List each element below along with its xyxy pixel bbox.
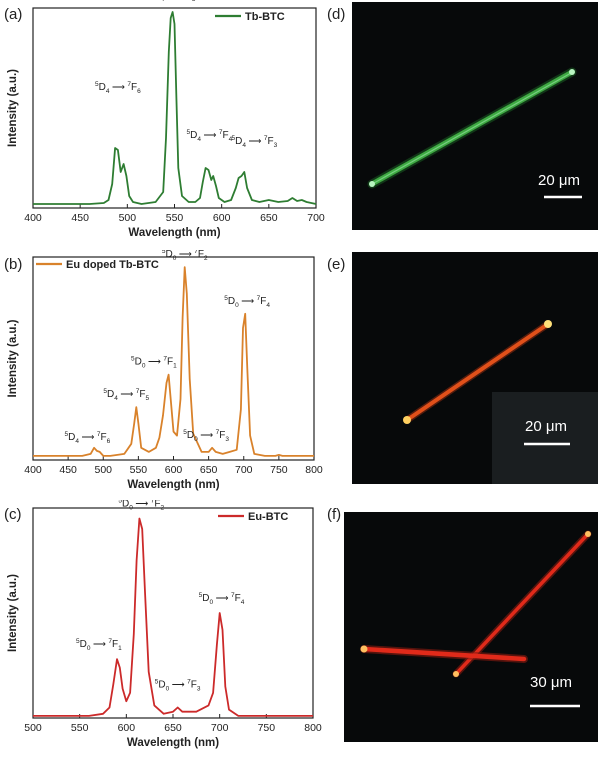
x-tick-label: 500 bbox=[24, 722, 42, 734]
x-tick-label: 750 bbox=[270, 464, 288, 476]
svg-text:5D0 ⟶ 7F3: 5D0 ⟶ 7F3 bbox=[155, 679, 201, 693]
legend: Eu doped Tb-BTC bbox=[36, 259, 159, 271]
micrograph-e-image bbox=[403, 320, 598, 484]
peak-annotation: 5D0 ⟶ 7F4 bbox=[224, 295, 270, 309]
peak-annotation: 5D0 ⟶ 7F3 bbox=[155, 679, 201, 693]
x-tick-label: 550 bbox=[166, 212, 184, 224]
legend: Tb-BTC bbox=[215, 11, 285, 23]
y-axis-label: Intensity (a.u.) bbox=[7, 69, 19, 147]
chart-a-tb-btc: 400 450 500 550 600 650 700 Wavelength (nm) Inte… bbox=[7, 0, 325, 239]
x-axis-label: Wavelength (nm) bbox=[128, 227, 220, 239]
panel-label-d: (d) bbox=[327, 6, 346, 23]
peak-annotation: 5D0 ⟶ 7F2 bbox=[162, 250, 208, 262]
x-tick-label: 500 bbox=[94, 464, 112, 476]
peak-annotation: 5D4 ⟶ 7F3 bbox=[232, 135, 278, 149]
svg-text:5D0 ⟶ 7F2: 5D0 ⟶ 7F2 bbox=[162, 250, 208, 262]
x-tick-label: 700 bbox=[235, 464, 253, 476]
svg-text:5D4 ⟶ 7F5: 5D4 ⟶ 7F5 bbox=[103, 388, 149, 402]
micrograph-f: 30 μm bbox=[344, 512, 598, 742]
micrograph-d-image bbox=[367, 67, 582, 199]
series-line bbox=[33, 266, 314, 457]
y-axis-label: Intensity (a.u.) bbox=[7, 319, 19, 397]
series-line bbox=[33, 517, 313, 717]
svg-text:5D0 ⟶ 7F4: 5D0 ⟶ 7F4 bbox=[199, 592, 245, 606]
peak-annotation: 5D0 ⟶ 7F1 bbox=[131, 356, 177, 370]
peak-annotation: 5D0 ⟶ 7F4 bbox=[199, 592, 245, 606]
x-tick-label: 550 bbox=[130, 464, 148, 476]
x-tick-label: 450 bbox=[71, 212, 89, 224]
svg-text:5D4 ⟶ 7F6: 5D4 ⟶ 7F6 bbox=[65, 431, 111, 445]
x-tick-label: 450 bbox=[59, 464, 77, 476]
legend-label: Eu-BTC bbox=[248, 511, 288, 523]
x-tick-label: 750 bbox=[258, 722, 276, 734]
peak-annotation: 5D4 ⟶ 7F4 bbox=[187, 129, 233, 143]
x-tick-label: 650 bbox=[164, 722, 182, 734]
peak-annotation: 5D0 ⟶ 7F3 bbox=[183, 429, 229, 443]
svg-text:5D4 ⟶ 7F6: 5D4 ⟶ 7F6 bbox=[95, 81, 141, 95]
svg-text:5D0 ⟶ 7F1: 5D0 ⟶ 7F1 bbox=[131, 356, 177, 370]
legend-label: Eu doped Tb-BTC bbox=[66, 259, 159, 271]
panel-label-b: (b) bbox=[4, 256, 23, 273]
svg-text:5D4 ⟶ 7F5: 5D4 ⟶ 7F5 bbox=[150, 0, 196, 3]
x-tick-label: 600 bbox=[165, 464, 183, 476]
x-tick-label: 600 bbox=[118, 722, 136, 734]
svg-text:5D4 ⟶ 7F4: 5D4 ⟶ 7F4 bbox=[187, 129, 233, 143]
x-tick-label: 600 bbox=[213, 212, 231, 224]
svg-text:5D0 ⟶ 7F3: 5D0 ⟶ 7F3 bbox=[183, 429, 229, 443]
x-axis-label: Wavelength (nm) bbox=[127, 737, 219, 749]
panel-label-e: (e) bbox=[327, 256, 346, 273]
svg-text:5D4 ⟶ 7F3: 5D4 ⟶ 7F3 bbox=[232, 135, 278, 149]
peak-annotation: 5D4 ⟶ 7F5 bbox=[150, 0, 196, 3]
peak-annotation: 5D0 ⟶ 7F1 bbox=[76, 638, 122, 652]
svg-text:5D0 ⟶ 7F2: 5D0 ⟶ 7F2 bbox=[118, 500, 164, 512]
svg-text:5D0 ⟶ 7F4: 5D0 ⟶ 7F4 bbox=[224, 295, 270, 309]
peak-annotation: 5D4 ⟶ 7F6 bbox=[65, 431, 111, 445]
x-tick-label: 500 bbox=[119, 212, 137, 224]
series-line bbox=[33, 11, 317, 205]
x-tick-label: 400 bbox=[24, 212, 42, 224]
x-tick-label: 650 bbox=[200, 464, 218, 476]
x-axis-label: Wavelength (nm) bbox=[127, 479, 219, 491]
micrograph-d: 20 μm bbox=[352, 2, 598, 230]
panel-label-c: (c) bbox=[4, 506, 22, 523]
legend: Eu-BTC bbox=[218, 511, 288, 523]
scale-bar-label-f: 30 μm bbox=[530, 674, 572, 691]
svg-text:5D0 ⟶ 7F1: 5D0 ⟶ 7F1 bbox=[76, 638, 122, 652]
peak-annotation: 5D4 ⟶ 7F6 bbox=[95, 81, 141, 95]
y-axis-label: Intensity (a.u.) bbox=[7, 574, 19, 652]
peak-annotation: 5D4 ⟶ 7F5 bbox=[103, 388, 149, 402]
scale-bar-label-d: 20 μm bbox=[538, 172, 580, 189]
panel-label-a: (a) bbox=[4, 6, 23, 23]
scale-bar-label-e: 20 μm bbox=[525, 418, 567, 435]
x-tick-label: 800 bbox=[304, 722, 322, 734]
chart-c-eu-btc: 500 550 600 650 700 750 800 Wavelength (nm) Inte… bbox=[7, 500, 322, 749]
x-tick-label: 700 bbox=[211, 722, 229, 734]
peak-annotation: 5D0 ⟶ 7F2 bbox=[118, 500, 164, 512]
x-tick-label: 400 bbox=[24, 464, 42, 476]
panel-label-f: (f) bbox=[327, 506, 342, 523]
micrograph-e: 20 μm bbox=[352, 252, 598, 484]
x-tick-label: 800 bbox=[305, 464, 323, 476]
chart-b-eu-doped-tb-btc: 400 450 500 550 600 650 700 750 800 Wavelength (n… bbox=[7, 250, 323, 491]
micrograph-f-image bbox=[360, 530, 592, 708]
x-tick-label: 700 bbox=[307, 212, 325, 224]
x-tick-label: 650 bbox=[260, 212, 278, 224]
x-tick-label: 550 bbox=[71, 722, 89, 734]
legend-label: Tb-BTC bbox=[245, 11, 285, 23]
